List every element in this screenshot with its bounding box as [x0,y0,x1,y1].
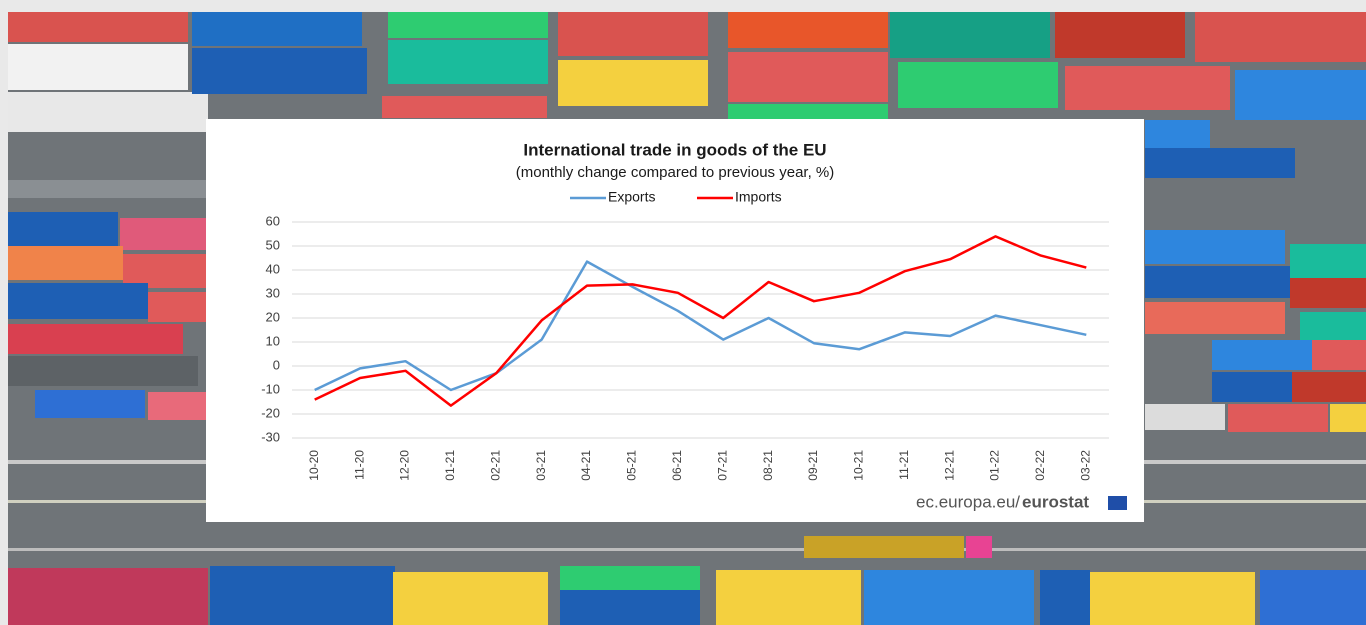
source-brand: eurostat [1022,492,1089,511]
y-tick-label: -10 [261,381,280,396]
y-tick-label: 20 [266,309,280,324]
x-tick-label: 10-21 [852,450,866,481]
y-tick-label: -20 [261,405,280,420]
x-tick-label: 01-21 [443,450,457,481]
chart-title: International trade in goods of the EU [523,140,826,159]
x-tick-label: 04-21 [579,450,593,481]
x-tick-label: 05-21 [625,450,639,481]
y-tick-label: 50 [266,237,280,252]
x-tick-label: 09-21 [806,450,820,481]
x-tick-label: 11-21 [897,450,911,480]
x-tick-label: 10-20 [307,450,321,481]
y-tick-label: 40 [266,261,280,276]
y-tick-label: 10 [266,333,280,348]
source: ec.europa.eu/ [916,492,1020,511]
y-tick-label: 60 [266,213,280,228]
x-tick-label: 02-22 [1033,450,1047,481]
eu-flag [1108,496,1127,510]
x-tick-label: 08-21 [761,450,775,481]
chart-subtitle: (monthly change compared to previous yea… [516,164,835,181]
legend-label: Exports [608,189,655,205]
x-tick-label: 03-21 [534,450,548,481]
x-tick-label: 07-21 [715,450,729,481]
y-tick-label: 30 [266,285,280,300]
x-tick-label: 02-21 [488,450,502,481]
x-tick-label: 06-21 [670,450,684,481]
x-tick-label: 03-22 [1078,450,1092,481]
x-tick-label: 01-22 [988,450,1002,481]
x-tick-label: 11-20 [352,450,366,480]
series-line [314,235,1087,407]
y-tick-label: -30 [261,429,280,444]
series-line [314,260,1087,392]
x-tick-label: 12-21 [942,450,956,481]
legend-label: Imports [735,189,782,205]
y-tick-label: 0 [273,357,280,372]
x-tick-label: 12-20 [398,450,412,481]
